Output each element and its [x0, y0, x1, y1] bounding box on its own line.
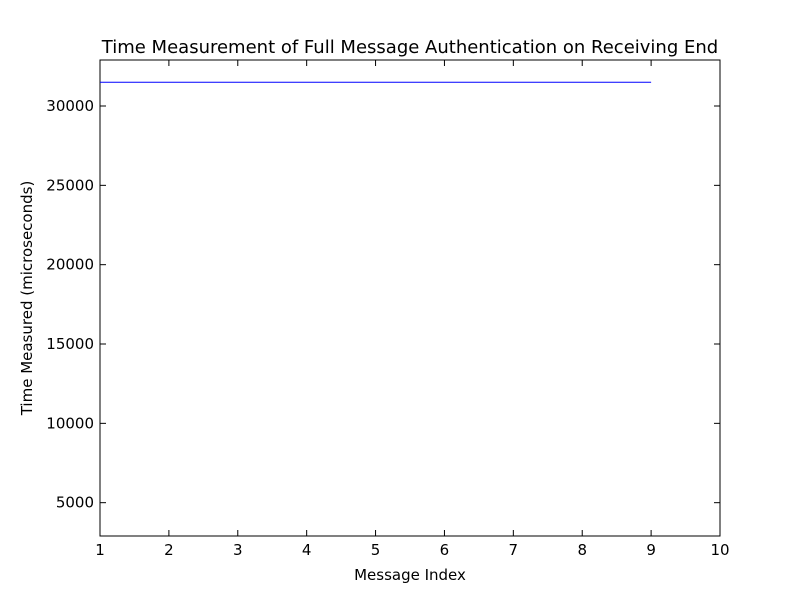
- x-tick-label: 5: [371, 541, 381, 559]
- chart-title: Time Measurement of Full Message Authent…: [101, 37, 718, 58]
- x-tick-label: 4: [302, 541, 312, 559]
- x-axis-label: Message Index: [354, 566, 466, 584]
- x-tick-label: 1: [95, 541, 105, 559]
- plot-frame: [99, 59, 721, 537]
- x-tick-label: 3: [233, 541, 243, 559]
- y-tick-label: 20000: [46, 256, 94, 274]
- y-tick-label: 30000: [46, 97, 94, 115]
- y-axis-label: Time Measured (microseconds): [18, 181, 36, 417]
- x-tick-label: 6: [440, 541, 450, 559]
- plot-area: 1 2 3 4 5 6 7 8 9 10 5000 10000 15000 20000 25000 30000: [46, 59, 730, 559]
- x-tick-label: 9: [646, 541, 656, 559]
- y-tick-label: 5000: [56, 494, 94, 512]
- y-tick-label: 10000: [46, 414, 94, 432]
- x-tick-label: 10: [710, 541, 729, 559]
- x-tick-label: 8: [577, 541, 587, 559]
- x-tick-label: 7: [509, 541, 519, 559]
- y-tick-label: 15000: [46, 335, 94, 353]
- y-tick-label: 25000: [46, 176, 94, 194]
- x-tick-label: 2: [164, 541, 174, 559]
